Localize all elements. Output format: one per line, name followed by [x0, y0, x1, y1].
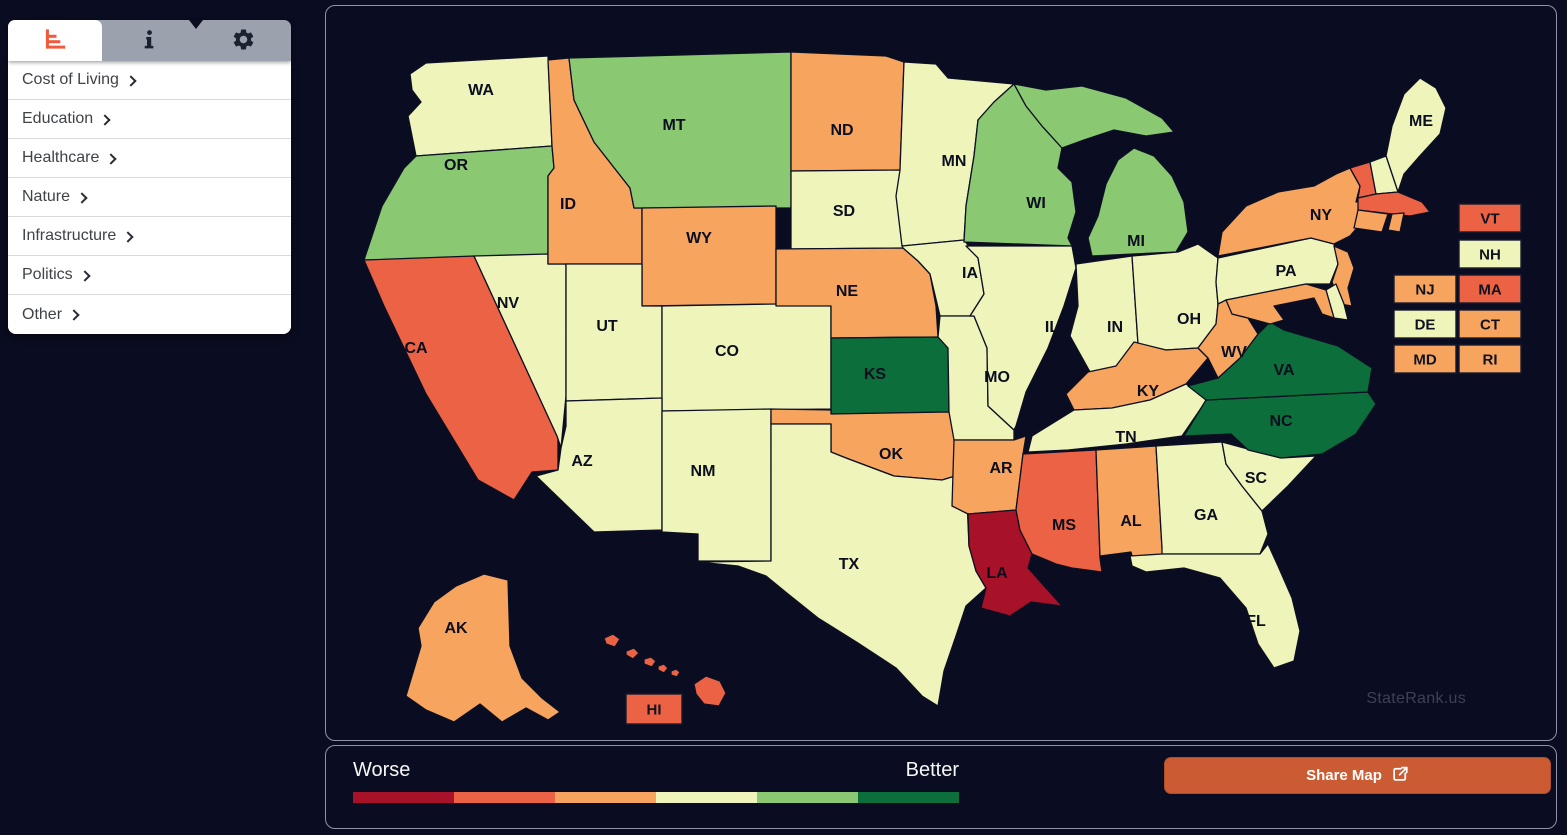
state-box-HI[interactable] — [625, 693, 683, 725]
state-OH[interactable] — [1131, 243, 1219, 351]
map-panel: WA OR CA NV ID MT WY UT CO AZ NM ND SD NE KS OK TX MN IA MO… — [325, 5, 1557, 741]
chevron-right-icon — [125, 74, 137, 87]
state-box-CT[interactable] — [1458, 309, 1522, 339]
menu-item-label: Cost of Living — [22, 71, 119, 88]
us-choropleth-map: WAORCANVIDMTWYUTCOAZNMNDSDNEKSOKTXMNIAMO… — [363, 51, 1522, 725]
tab-rankings[interactable] — [8, 20, 103, 61]
state-box-VT[interactable] — [1458, 203, 1522, 233]
state-NC[interactable] — [1183, 391, 1377, 459]
state-KS[interactable] — [830, 336, 950, 415]
state-AR[interactable] — [951, 435, 1027, 515]
share-map-label: Share Map — [1306, 767, 1382, 784]
info-icon — [138, 28, 161, 54]
categories-sidebar: Cost of Living Education Healthcare Natu… — [8, 20, 291, 334]
legend-segment-neutral — [656, 792, 757, 803]
menu-item-healthcare[interactable]: Healthcare — [8, 139, 291, 178]
menu-item-label: Healthcare — [22, 149, 100, 166]
legend-segment-poor — [555, 792, 656, 803]
gear-icon — [231, 27, 256, 55]
legend-segment-worst — [353, 792, 454, 803]
state-box-RI[interactable] — [1458, 344, 1522, 374]
state-box-MA[interactable] — [1458, 274, 1522, 304]
state-box-DE[interactable] — [1393, 309, 1457, 339]
state-ND[interactable] — [790, 51, 905, 172]
state-box-MD[interactable] — [1393, 344, 1457, 374]
state-ME[interactable] — [1385, 77, 1447, 193]
bar-chart-icon — [42, 26, 68, 55]
state-NY[interactable] — [1217, 167, 1403, 257]
menu-item-politics[interactable]: Politics — [8, 256, 291, 295]
legend-panel: Worse Better Share Map — [325, 745, 1557, 829]
chevron-right-icon — [99, 113, 111, 126]
site-watermark: StateRank.us — [1366, 690, 1466, 707]
state-OR[interactable] — [363, 145, 555, 261]
menu-item-label: Infrastructure — [22, 227, 117, 244]
menu-item-education[interactable]: Education — [8, 100, 291, 139]
share-icon — [1391, 765, 1409, 787]
state-WA[interactable] — [407, 55, 553, 157]
legend-labels: Worse Better — [353, 759, 959, 782]
chevron-right-icon — [105, 152, 118, 165]
chevron-right-icon — [68, 309, 80, 321]
legend-worse-label: Worse — [353, 759, 411, 781]
legend-color-scale — [353, 792, 959, 803]
state-NM[interactable] — [661, 408, 772, 562]
menu-item-label: Nature — [22, 188, 71, 205]
share-map-button[interactable]: Share Map — [1164, 757, 1551, 794]
legend-segment-good — [757, 792, 858, 803]
state-CT[interactable] — [1353, 209, 1389, 233]
menu-item-nature[interactable]: Nature — [8, 178, 291, 217]
menu-item-infrastructure[interactable]: Infrastructure — [8, 217, 291, 256]
chevron-right-icon — [79, 269, 91, 282]
state-FL[interactable] — [1129, 543, 1301, 669]
state-IL[interactable] — [965, 245, 1077, 431]
menu-item-other[interactable]: Other — [8, 295, 291, 334]
legend-segment-best — [858, 792, 959, 803]
tab-info[interactable] — [102, 20, 196, 61]
menu-item-label: Education — [22, 110, 94, 127]
menu-item-cost-of-living[interactable]: Cost of Living — [8, 61, 291, 100]
chevron-right-icon — [76, 191, 88, 204]
state-MD[interactable] — [1225, 283, 1335, 325]
state-AK[interactable] — [405, 573, 561, 723]
tab-settings[interactable] — [197, 20, 291, 61]
state-CO[interactable] — [661, 302, 832, 412]
menu-item-label: Politics — [22, 266, 73, 283]
legend-better-label: Better — [905, 759, 959, 781]
state-SD[interactable] — [790, 169, 907, 250]
category-menu: Cost of Living Education Healthcare Natu… — [8, 61, 291, 334]
state-RI[interactable] — [1387, 212, 1405, 233]
state-WY[interactable] — [641, 205, 777, 307]
state-box-NH[interactable] — [1458, 239, 1522, 269]
state-TN[interactable] — [1027, 383, 1209, 453]
chevron-right-icon — [122, 230, 134, 243]
state-MI[interactable] — [1013, 83, 1189, 257]
state-HI[interactable] — [603, 633, 727, 707]
menu-item-label: Other — [22, 305, 63, 323]
legend-segment-bad — [454, 792, 555, 803]
tab-notch — [189, 20, 203, 29]
state-box-NJ[interactable] — [1393, 274, 1457, 304]
sidebar-tabs — [8, 20, 291, 61]
